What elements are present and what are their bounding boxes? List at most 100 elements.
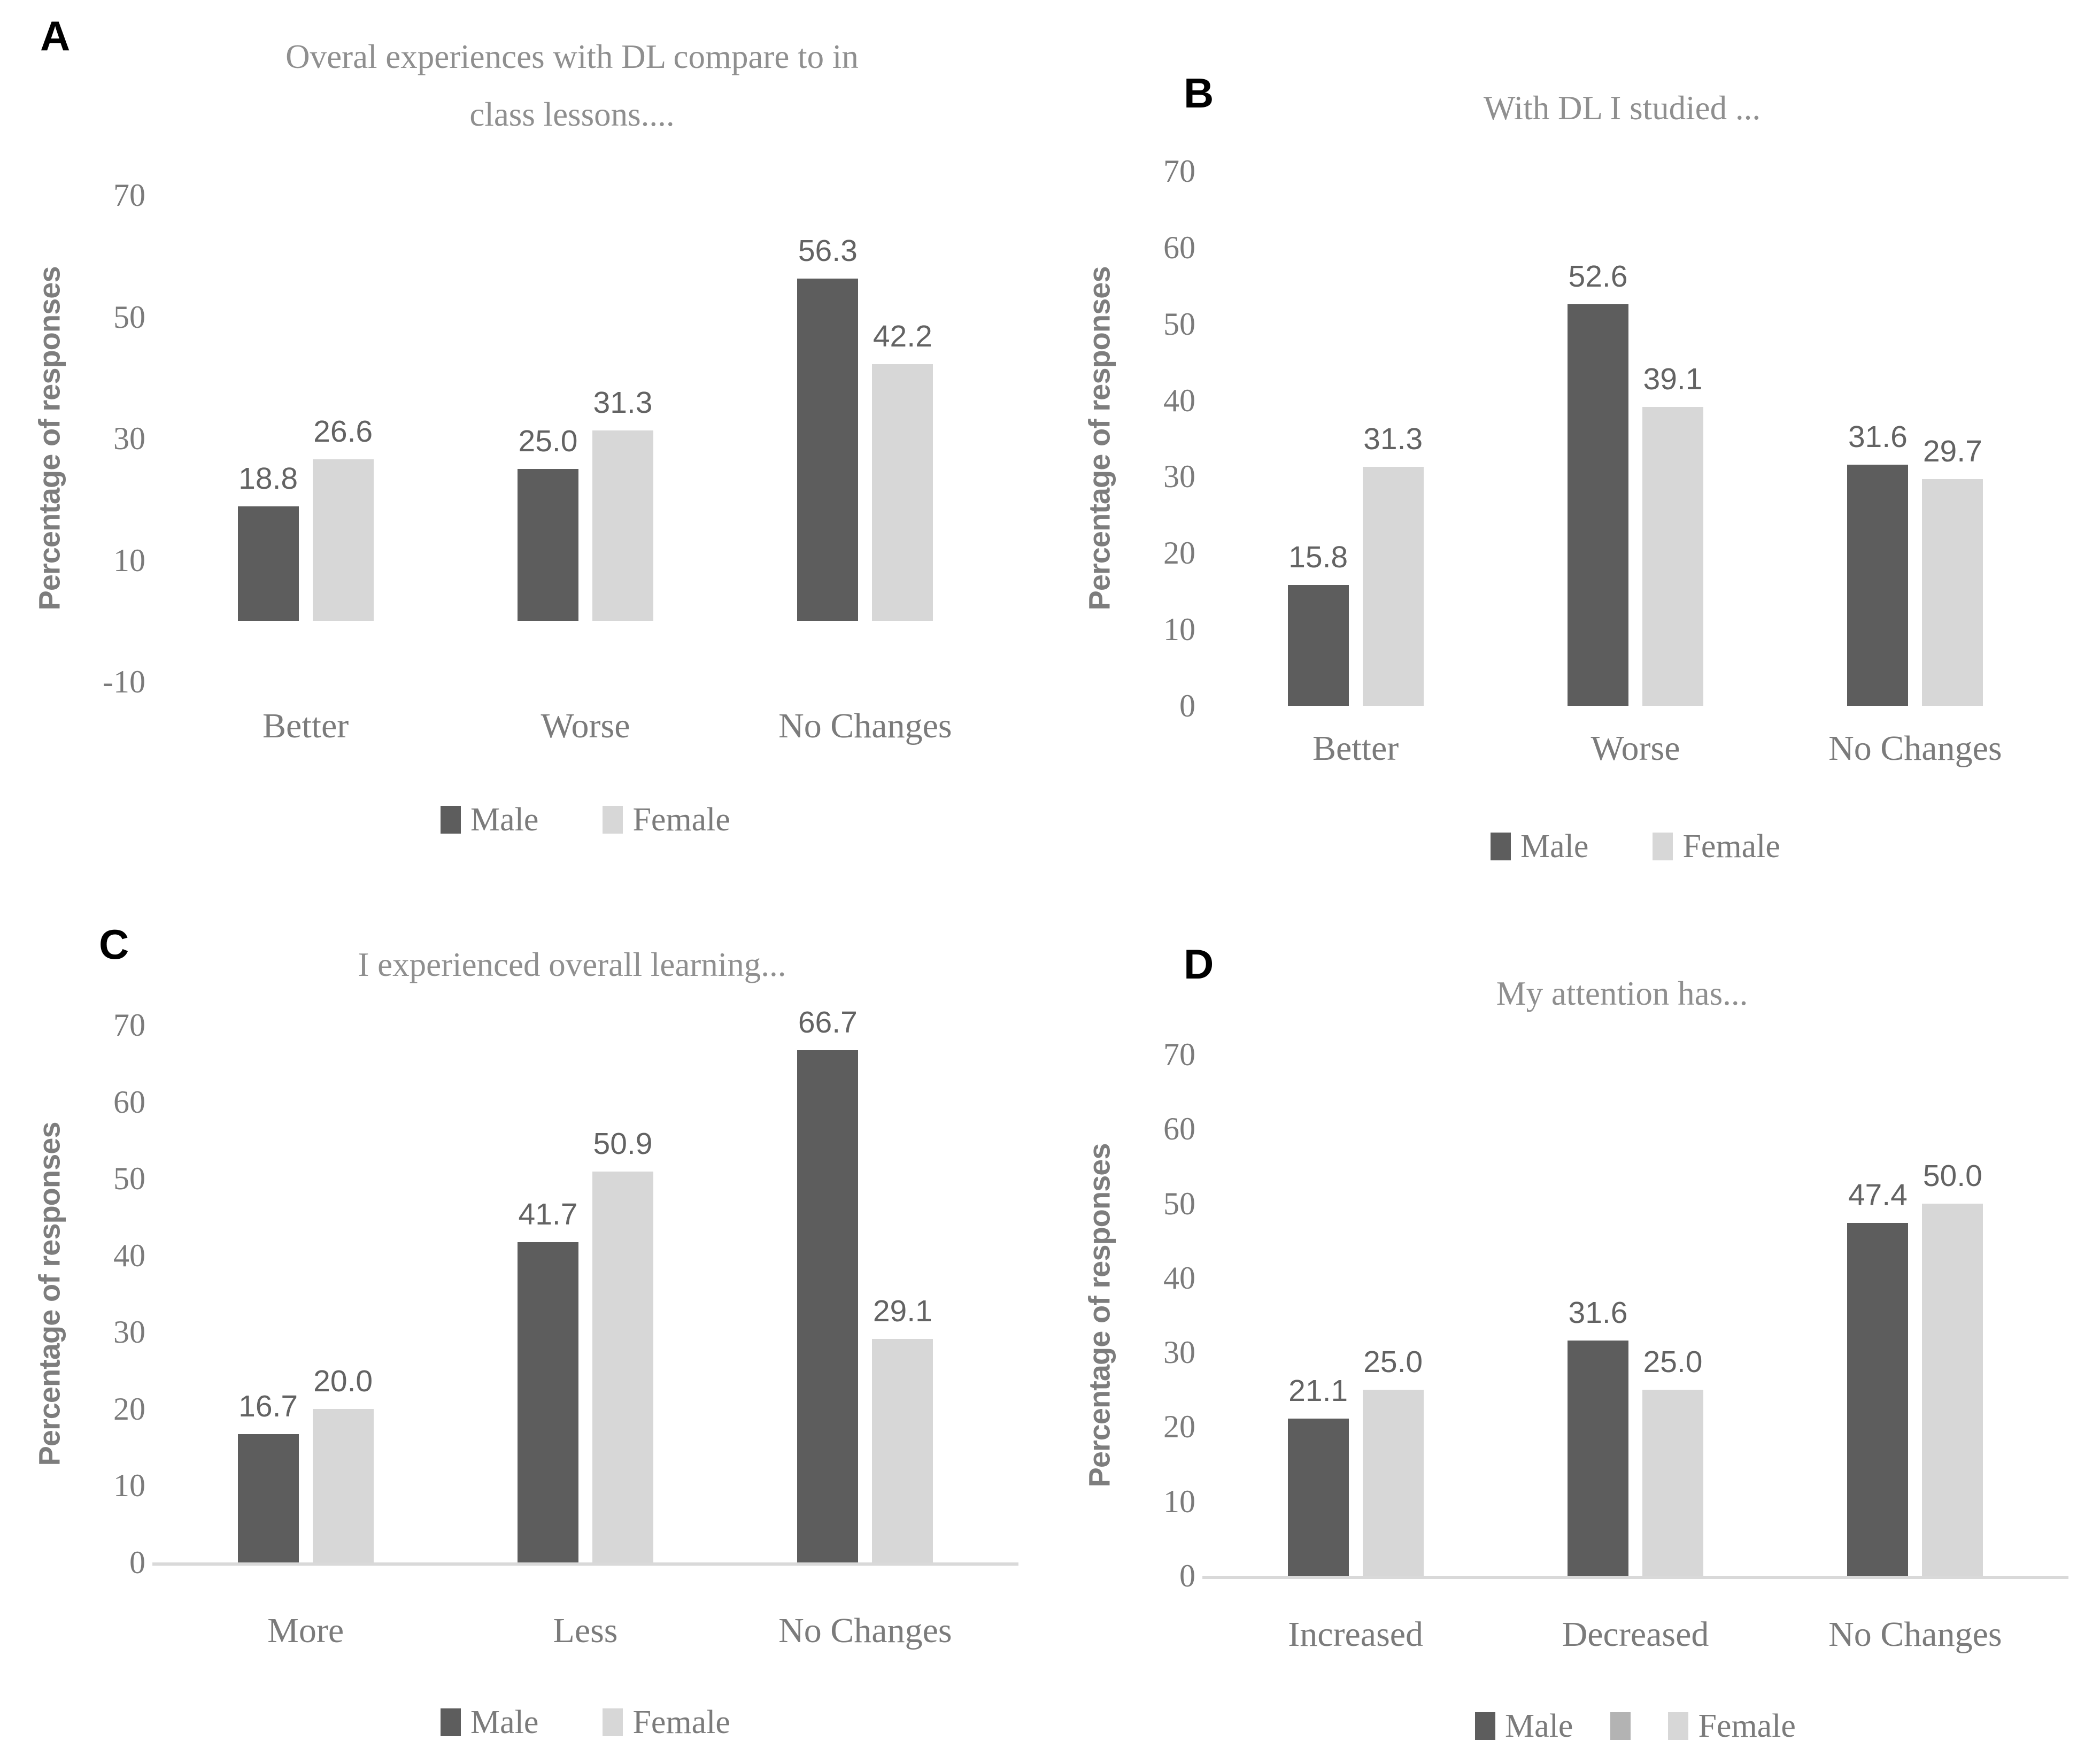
legend-swatch [441,806,461,834]
legend-label: Male [1505,1708,1573,1744]
data-label: 41.7 [518,1197,578,1232]
legend-label: Male [470,1704,539,1740]
female-bar [1642,407,1703,706]
y-tick-label: 0 [129,1545,145,1580]
female-bar [872,364,933,621]
legend-item-male: Male [441,1706,538,1739]
male-bar [797,1050,859,1562]
male-bar [1568,1340,1628,1576]
category-label: Better [1312,729,1399,768]
y-tick-label: 50 [113,1161,145,1197]
legend-item-female: Female [1653,830,1780,863]
y-tick-label: 10 [1163,1483,1195,1519]
data-label: 25.0 [518,423,578,458]
legend: Male Female [166,1706,1005,1739]
chart-title: I experienced overall learning... [358,946,786,983]
male-bar [237,1434,299,1562]
female-bar [1922,479,1983,706]
y-tick-label: 30 [113,1314,145,1350]
legend-label: Female [1682,828,1780,865]
data-label: 25.0 [1643,1344,1703,1379]
category-label: No Changes [778,1611,952,1650]
panel-letter: C [99,921,129,968]
female-bar [1642,1389,1703,1576]
male-bar [1847,1222,1909,1576]
legend: Male Female [1216,1709,2055,1743]
y-tick-label: 50 [113,299,145,335]
category-label: Decreased [1562,1615,1709,1654]
data-label: 66.7 [798,1005,858,1040]
x-axis-line [1202,1576,2068,1579]
data-label: 16.7 [238,1389,298,1424]
legend: Male Female [1216,830,2055,863]
y-tick-label: 40 [1163,1260,1195,1296]
panel-letter: B [1184,70,1214,117]
data-label: 42.2 [873,319,932,354]
data-label: 29.1 [873,1294,932,1329]
category-label: Worse [1591,729,1680,768]
panel-d: D My attention has... Percentage of resp… [1050,878,2100,1756]
category-label: No Changes [1828,1615,2002,1654]
female-bar [1362,466,1424,706]
legend-item-unlabeled [1610,1712,1631,1740]
male-bar [797,278,859,621]
data-label: 31.6 [1568,1295,1628,1330]
data-label: 50.9 [593,1127,653,1161]
panel-b: B With DL I studied ... Percentage of re… [1050,0,2100,878]
legend-swatch [603,1708,623,1736]
y-tick-label: 60 [1163,229,1195,265]
female-bar [312,459,374,621]
legend-item-male: Male [1491,830,1588,863]
y-tick-label: 50 [1163,306,1195,342]
y-tick-label: 10 [113,1468,145,1504]
y-tick-label: -10 [103,664,145,699]
panel-letter: D [1184,941,1214,988]
legend-swatch [1668,1712,1689,1740]
y-tick-label: 20 [1163,1409,1195,1445]
data-label: 47.4 [1848,1177,1908,1212]
plot-area: 70 60 50 40 30 20 10 0 21.1 25.0 31.6 25.0 47.4 50.0 [1050,878,2100,1756]
category-label: Worse [541,706,630,745]
male-bar [518,1242,578,1562]
male-bar [237,506,299,621]
legend-swatch [603,806,623,834]
y-tick-label: 50 [1163,1185,1195,1221]
data-label: 31.3 [593,386,653,420]
data-label: 25.0 [1363,1344,1423,1379]
data-label: 52.6 [1568,259,1628,294]
female-bar [592,1172,653,1562]
y-tick-label: 60 [1163,1111,1195,1147]
female-bar [872,1339,933,1562]
y-tick-label: 0 [1179,1558,1195,1593]
data-label: 29.7 [1923,434,1982,468]
category-label: No Changes [778,706,952,745]
legend-swatch [1475,1712,1496,1740]
y-tick-label: 30 [113,421,145,456]
y-tick-label: 70 [1163,1037,1195,1072]
y-tick-label: 70 [113,1007,145,1043]
y-tick-label: 0 [1179,688,1195,723]
y-tick-label: 30 [1163,1335,1195,1370]
data-label: 26.6 [313,414,373,449]
male-bar [1287,1419,1349,1576]
data-label: 15.8 [1288,540,1348,575]
category-label: More [267,1611,344,1650]
data-label: 56.3 [798,233,858,268]
chart-title-line: class lessons.... [469,96,675,133]
y-tick-label: 20 [113,1391,145,1427]
category-label: Better [262,706,349,745]
plot-area: 70 50 30 10 -10 18.8 26.6 25.0 31.3 56.3 42.2 [0,0,1050,878]
chart-title-line: Overal experiences with DL compare to in [285,38,859,75]
legend-label: Female [1698,1708,1796,1744]
legend-label: Male [470,802,539,838]
data-label: 39.1 [1643,362,1703,397]
category-label: Less [553,1611,618,1650]
legend-label: Female [632,1704,730,1740]
legend-item-male: Male [1475,1709,1573,1743]
data-label: 18.8 [238,461,298,496]
plot-area: 70 60 50 40 30 20 10 0 16.7 20.0 41.7 50.9 66.7 29.1 [0,878,1050,1756]
data-label: 31.3 [1363,421,1423,456]
legend-item-female: Female [603,803,730,836]
y-tick-label: 70 [1163,153,1195,189]
y-tick-label: 20 [1163,535,1195,571]
